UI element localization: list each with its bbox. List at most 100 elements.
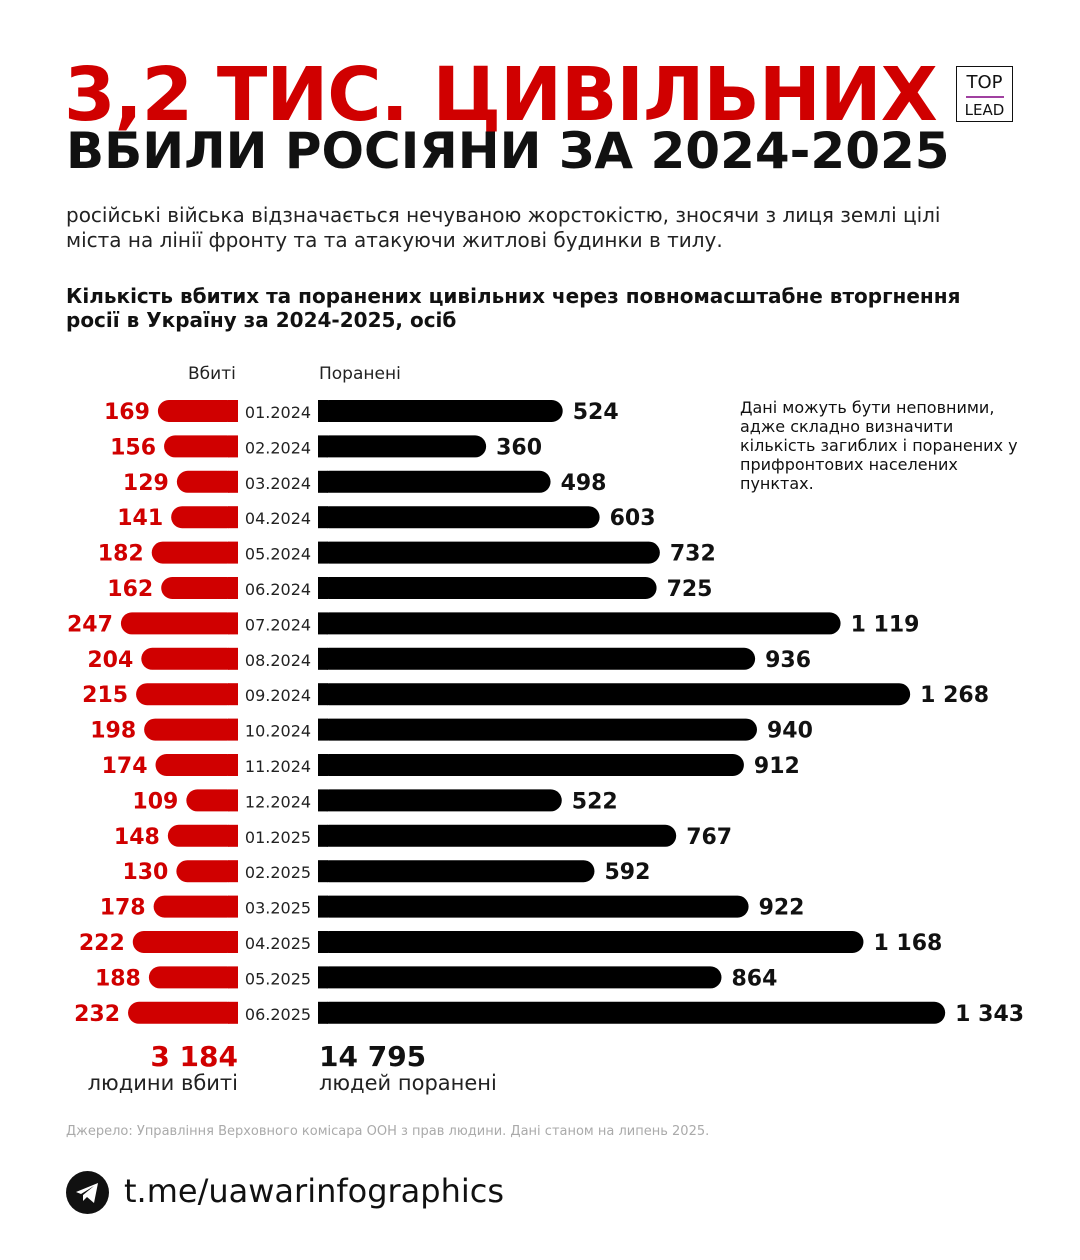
killed-bar-end — [228, 683, 238, 706]
killed-label: 141 — [117, 506, 163, 531]
wounded-bar-start — [318, 1001, 328, 1024]
wounded-bar — [318, 647, 756, 670]
wounded-label: 1 268 — [920, 683, 989, 708]
month-label: 09.2024 — [245, 686, 311, 705]
killed-bar-end — [228, 1001, 238, 1024]
wounded-label: 864 — [731, 966, 777, 991]
killed-label: 198 — [90, 719, 136, 744]
wounded-label: 603 — [610, 506, 656, 531]
killed-label: 222 — [79, 931, 125, 956]
wounded-label: 940 — [767, 719, 813, 744]
killed-bar — [186, 789, 238, 812]
wounded-bar — [318, 400, 563, 422]
wounded-bar-start — [318, 400, 328, 422]
wounded-label: 592 — [604, 860, 650, 885]
month-label: 11.2024 — [245, 757, 311, 776]
wounded-label: 522 — [572, 789, 618, 814]
killed-bar-end — [228, 789, 238, 812]
wounded-bar-start — [318, 895, 328, 918]
wounded-bar — [318, 824, 677, 847]
wounded-bar — [318, 789, 562, 812]
wounded-bar-start — [318, 435, 328, 458]
wounded-bar — [318, 931, 864, 953]
wounded-bar-start — [318, 860, 328, 883]
chart-title: Кількість вбитих та поранених цивільних … — [66, 284, 961, 332]
month-label: 03.2025 — [245, 899, 311, 918]
subtitle: російські війська відзначається нечувано… — [66, 203, 941, 252]
wounded-bar-start — [318, 824, 328, 847]
month-label: 07.2024 — [245, 615, 311, 634]
killed-bar — [120, 612, 238, 635]
wounded-header: Поранені — [319, 364, 401, 384]
wounded-bar — [318, 435, 487, 458]
killed-label: 148 — [114, 825, 160, 850]
wounded-bar-start — [318, 931, 328, 953]
telegram-icon[interactable] — [66, 1171, 109, 1214]
month-label: 03.2024 — [245, 474, 311, 493]
month-label: 04.2025 — [245, 934, 311, 953]
wounded-bar — [318, 506, 600, 529]
month-label: 12.2024 — [245, 792, 311, 811]
wounded-bar-start — [318, 718, 328, 741]
wounded-bar-start — [318, 612, 328, 635]
killed-bar-end — [228, 470, 238, 493]
killed-bar-end — [228, 895, 238, 918]
killed-label: 109 — [132, 789, 178, 814]
killed-bar — [167, 824, 238, 847]
killed-bar-end — [228, 612, 238, 635]
killed-bar-end — [228, 577, 238, 599]
total-killed-label: людини вбиті — [87, 1071, 238, 1095]
wounded-label: 936 — [765, 648, 811, 673]
killed-bar — [157, 400, 238, 422]
killed-bar — [141, 647, 238, 670]
wounded-bar-start — [318, 541, 328, 564]
wounded-bar-start — [318, 789, 328, 812]
killed-bar — [176, 470, 238, 493]
wounded-bar — [318, 754, 744, 776]
wounded-bar — [318, 895, 749, 918]
month-label: 04.2024 — [245, 509, 311, 528]
killed-bar — [128, 1001, 238, 1024]
killed-bar — [148, 966, 238, 989]
month-label: 01.2025 — [245, 828, 311, 847]
total-wounded: 14 795 — [319, 1040, 427, 1073]
killed-bar-end — [228, 966, 238, 989]
killed-bar — [151, 541, 238, 564]
month-label: 06.2024 — [245, 580, 311, 599]
killed-header: Вбиті — [188, 364, 236, 384]
killed-bar-end — [228, 931, 238, 953]
killed-label: 129 — [123, 471, 169, 496]
wounded-label: 912 — [754, 754, 800, 779]
killed-bar — [164, 435, 238, 458]
killed-label: 204 — [87, 648, 133, 673]
total-killed: 3 184 — [150, 1040, 238, 1073]
month-label: 05.2025 — [245, 969, 311, 988]
wounded-bar-start — [318, 966, 328, 989]
month-label: 06.2025 — [245, 1005, 311, 1024]
logo-divider — [965, 96, 1004, 98]
killed-label: 169 — [104, 400, 150, 425]
wounded-bar-start — [318, 470, 328, 493]
telegram-link[interactable]: t.me/uawarinfographics — [124, 1172, 505, 1210]
killed-bar-end — [228, 718, 238, 741]
wounded-bar — [318, 683, 911, 706]
month-label: 01.2024 — [245, 403, 311, 422]
wounded-label: 725 — [667, 577, 713, 602]
wounded-bar — [318, 470, 551, 493]
killed-label: 174 — [102, 754, 148, 779]
killed-bar-end — [228, 824, 238, 847]
month-label: 10.2024 — [245, 722, 311, 741]
killed-bar-end — [228, 860, 238, 883]
wounded-label: 360 — [496, 435, 542, 460]
killed-bar — [171, 506, 238, 529]
killed-bar-end — [228, 400, 238, 422]
killed-label: 130 — [122, 860, 168, 885]
killed-bar — [132, 931, 238, 953]
month-label: 08.2024 — [245, 651, 311, 670]
wounded-label: 498 — [561, 471, 607, 496]
source: Джерело: Управління Верховного комісара … — [66, 1124, 710, 1139]
killed-bar-end — [228, 506, 238, 529]
killed-label: 178 — [100, 896, 146, 921]
